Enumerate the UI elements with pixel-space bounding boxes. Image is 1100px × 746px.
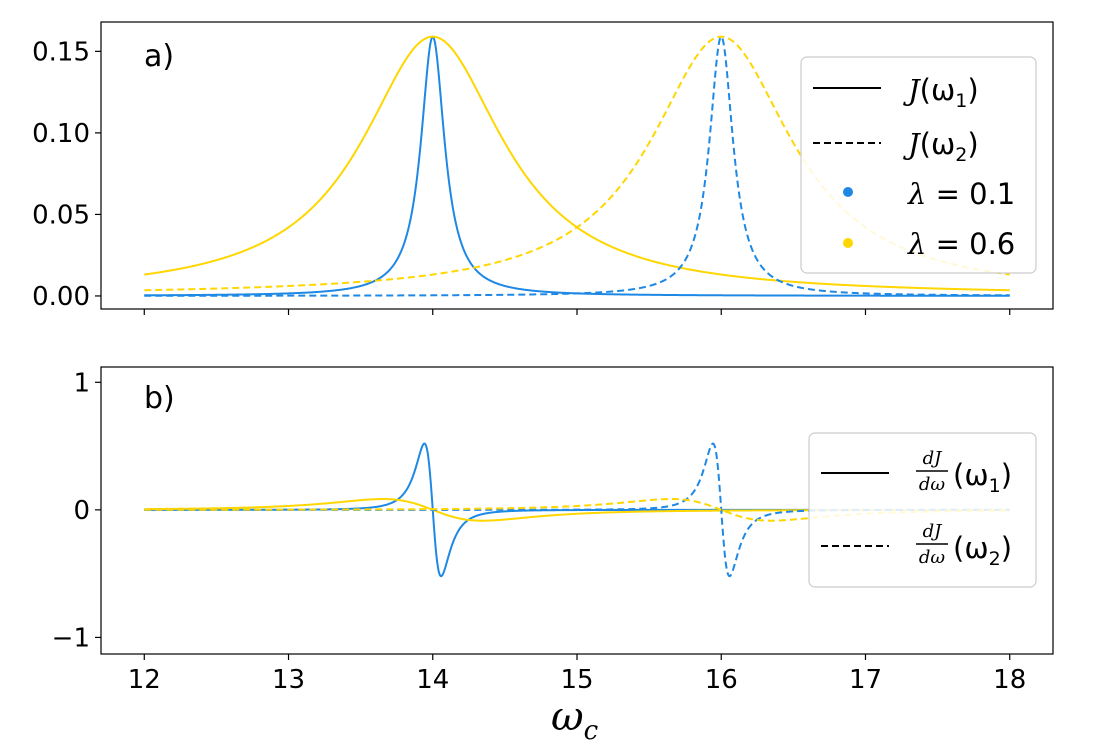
- panel-b-xtick-label: 14: [416, 665, 449, 695]
- legend-j-omega1: J(ω1): [903, 73, 979, 112]
- panel-b-legend: dJ dω (ω1) dJ dω (ω2): [808, 432, 1037, 588]
- panel-b-xtick-label: 18: [993, 665, 1026, 695]
- panel-b-legend-box: [808, 432, 1037, 588]
- legend-lambda-0.1-marker: [843, 187, 853, 197]
- panel-b-ytick-label: 1: [73, 368, 90, 398]
- panel-b-label: b): [144, 381, 175, 416]
- panel-a-legend: J(ω1) J(ω2) λ = 0.1 λ = 0.6: [800, 56, 1037, 274]
- panel-a-label: a): [144, 39, 174, 74]
- panel-a-series-omega2-lambda-0.1: [144, 35, 1010, 297]
- panel-b: 12 13 14 15 16 17 18 −1 0 1 b) dJ dω (ω1) dJ dω (…: [52, 366, 1054, 695]
- panel-b-ytick-label: −1: [52, 623, 90, 653]
- panel-b-series-omega2-lambda-0.6: [144, 498, 1010, 522]
- panel-b-xtick-label: 12: [128, 665, 161, 695]
- legend-lambda-0.1: λ = 0.1: [907, 177, 1015, 211]
- legend-lambda-0.6-marker: [843, 238, 853, 248]
- panel-a-ytick-label: 0.00: [32, 282, 90, 312]
- panel-a-ytick-label: 0.15: [32, 37, 90, 67]
- panel-b-ytick-label: 0: [73, 496, 90, 526]
- panel-a-legend-box: [800, 56, 1037, 274]
- legend-dj-num-2: dJ: [923, 521, 944, 542]
- panel-b-xtick-label: 15: [560, 665, 593, 695]
- panel-a: 0.00 0.05 0.10 0.15 a) J(ω1) J(ω2) λ = 0.1 …: [32, 21, 1054, 315]
- panel-b-ticks: 12 13 14 15 16 17 18 −1 0 1: [52, 368, 1027, 695]
- panel-a-ytick-label: 0.05: [32, 200, 90, 230]
- panel-b-xtick-label: 13: [272, 665, 305, 695]
- legend-dj-omega1: (ω1): [953, 458, 1012, 497]
- legend-dj-den-1: dω: [919, 474, 946, 495]
- legend-lambda-0.6: λ = 0.6: [907, 227, 1015, 261]
- legend-dj-omega2: (ω2): [953, 531, 1012, 570]
- panel-b-xtick-label: 17: [849, 665, 882, 695]
- x-axis-label: ωc: [551, 694, 599, 746]
- legend-dj-num-1: dJ: [923, 448, 944, 469]
- panel-a-ticks: 0.00 0.05 0.10 0.15: [32, 37, 1011, 315]
- legend-j-omega2: J(ω2): [903, 127, 979, 166]
- panel-b-xtick-label: 16: [705, 665, 738, 695]
- legend-dj-den-2: dω: [919, 547, 946, 568]
- panel-a-ytick-label: 0.10: [32, 119, 90, 149]
